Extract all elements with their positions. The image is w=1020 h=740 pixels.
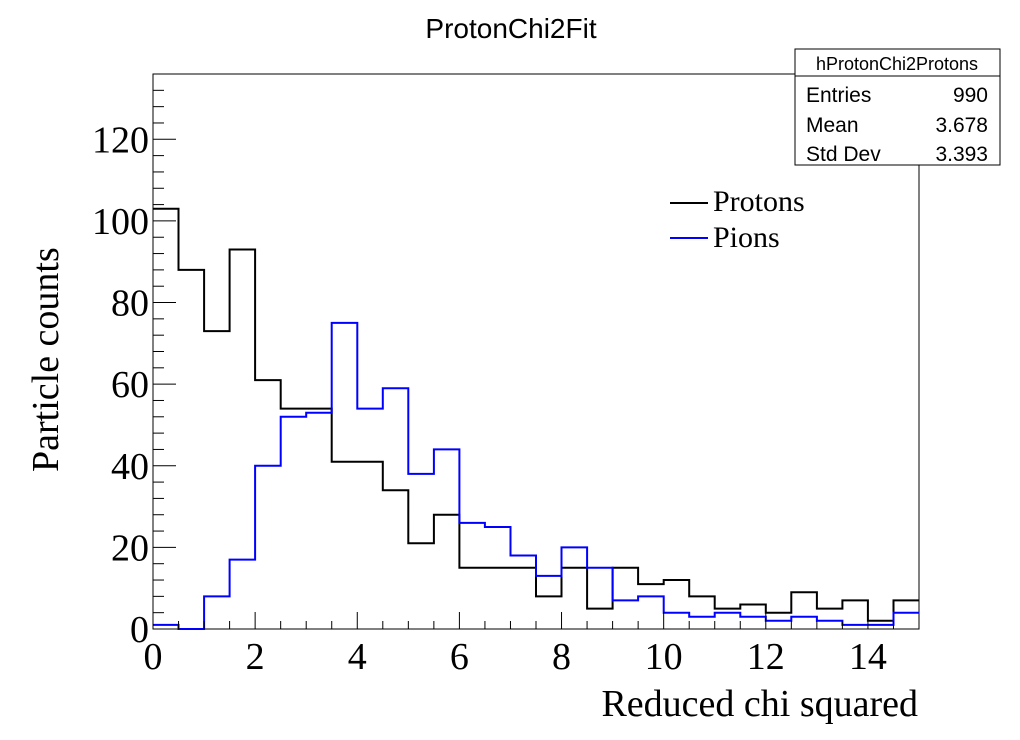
series-protons-line xyxy=(153,207,919,622)
x-axis-title: Reduced chi squared xyxy=(601,683,918,725)
stats-mean-value: 3.678 xyxy=(935,114,988,137)
stats-box-frame xyxy=(794,48,1001,166)
y-tick-label: 60 xyxy=(111,364,149,406)
y-tick-label: 100 xyxy=(92,201,149,243)
x-tick-label: 4 xyxy=(348,636,367,678)
series-pions-line xyxy=(153,321,919,630)
stats-histogram-name: hProtonChi2Protons xyxy=(816,54,978,74)
x-tick-label: 6 xyxy=(450,636,469,678)
x-tick-label: 10 xyxy=(645,636,683,678)
x-tick-label: 12 xyxy=(747,636,785,678)
chart-title: ProtonChi2Fit xyxy=(425,13,596,44)
stats-entries-label: Entries xyxy=(806,84,871,107)
stats-stddev-label: Std Dev xyxy=(806,143,881,166)
y-axis-title: Particle counts xyxy=(25,247,67,472)
y-tick-label: 120 xyxy=(92,119,149,161)
axis-layer: 0 2 4 6 8 10 12 14 0 20 40 60 80 100 120 xyxy=(92,73,920,678)
y-tick-label: 0 xyxy=(130,609,149,651)
stats-stddev-value: 3.393 xyxy=(935,143,988,166)
x-tick-label: 14 xyxy=(849,636,887,678)
y-tick-label: 80 xyxy=(111,283,149,325)
series-layer xyxy=(153,207,919,630)
x-tick-label: 2 xyxy=(246,636,265,678)
stats-box: hProtonChi2Protons Entries 990 Mean 3.67… xyxy=(794,48,1001,166)
x-tick-label: 8 xyxy=(552,636,571,678)
y-tick-label: 40 xyxy=(111,446,149,488)
x-tick-label: 0 xyxy=(144,636,163,678)
stats-entries-value: 990 xyxy=(953,84,988,107)
legend-label-pions: Pions xyxy=(713,221,780,254)
legend: Protons Pions xyxy=(670,185,805,254)
stats-mean-label: Mean xyxy=(806,114,859,137)
y-tick-label: 20 xyxy=(111,527,149,569)
legend-label-protons: Protons xyxy=(713,185,805,218)
